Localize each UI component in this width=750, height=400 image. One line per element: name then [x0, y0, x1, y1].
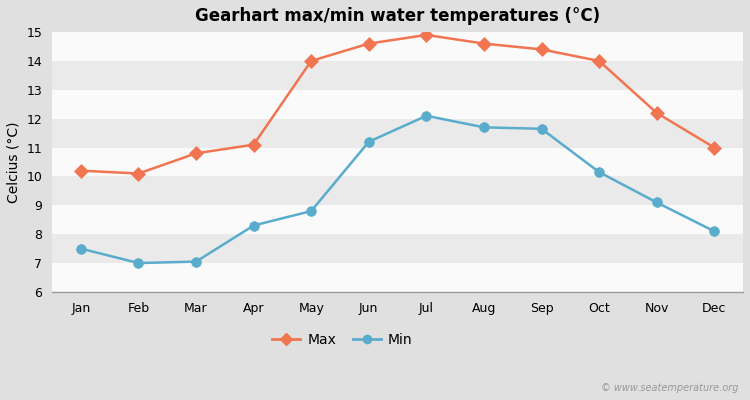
Min [479, 125, 488, 130]
Text: © www.seatemperature.org: © www.seatemperature.org [602, 383, 739, 393]
Max [364, 41, 374, 46]
Bar [52, 263, 743, 292]
Min [249, 223, 258, 228]
Max [537, 47, 546, 52]
Max [134, 171, 143, 176]
Max [479, 41, 488, 46]
Bar [52, 61, 743, 90]
Bar [52, 90, 743, 119]
Y-axis label: Celcius (°C): Celcius (°C) [7, 121, 21, 203]
Min [364, 139, 374, 144]
Min [191, 259, 200, 264]
Bar [52, 205, 743, 234]
Line: Max: Max [76, 30, 719, 178]
Min [595, 170, 604, 174]
Title: Gearhart max/min water temperatures (°C): Gearhart max/min water temperatures (°C) [195, 7, 600, 25]
Max [422, 32, 430, 37]
Max [652, 110, 662, 115]
Bar [52, 234, 743, 263]
Bar [52, 148, 743, 176]
Legend: Max, Min: Max, Min [267, 328, 418, 352]
Max [76, 168, 86, 173]
Max [249, 142, 258, 147]
Min [307, 209, 316, 214]
Bar [52, 176, 743, 205]
Min [652, 200, 662, 205]
Max [595, 58, 604, 63]
Max [710, 145, 718, 150]
Line: Min: Min [76, 111, 719, 268]
Min [537, 126, 546, 131]
Bar [52, 32, 743, 61]
Min [76, 246, 86, 251]
Min [134, 261, 143, 266]
Min [710, 229, 718, 234]
Max [307, 58, 316, 63]
Bar [52, 119, 743, 148]
Max [191, 151, 200, 156]
Min [422, 113, 430, 118]
